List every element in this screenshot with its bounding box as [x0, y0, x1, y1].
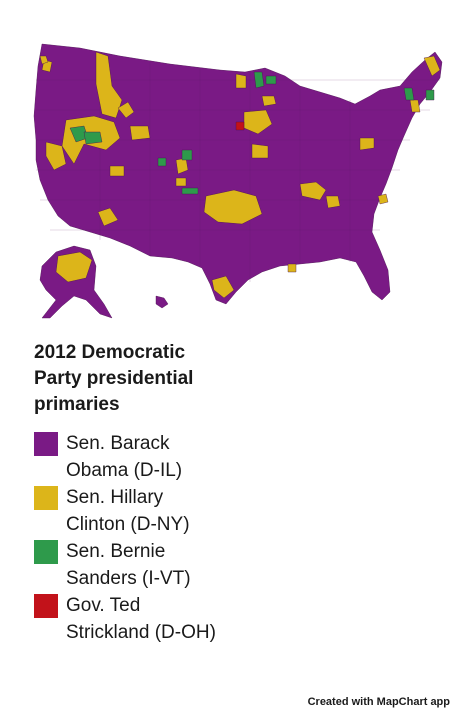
- legend-title: 2012 Democratic Party presidential prima…: [34, 342, 194, 415]
- legend-swatch-sanders: [34, 540, 58, 564]
- map-strickland-counties: [235, 121, 245, 131]
- legend-label-clinton: Sen. Hillary Clinton (D-NY): [66, 487, 190, 535]
- map-hawaii: [155, 295, 169, 309]
- legend-swatch-obama: [34, 432, 58, 456]
- legend-swatch-strickland: [34, 594, 58, 618]
- legend-swatch-clinton: [34, 486, 58, 510]
- legend-label-strickland: Gov. Ted Strickland (D-OH): [66, 595, 216, 643]
- map-sanders-counties: [69, 71, 435, 195]
- mapchart-credit: Created with MapChart app: [307, 696, 450, 708]
- legend-label-obama: Sen. Barack Obama (D-IL): [66, 433, 183, 481]
- us-county-map: [33, 43, 443, 319]
- legend-label-sanders: Sen. Bernie Sanders (I-VT): [66, 541, 191, 589]
